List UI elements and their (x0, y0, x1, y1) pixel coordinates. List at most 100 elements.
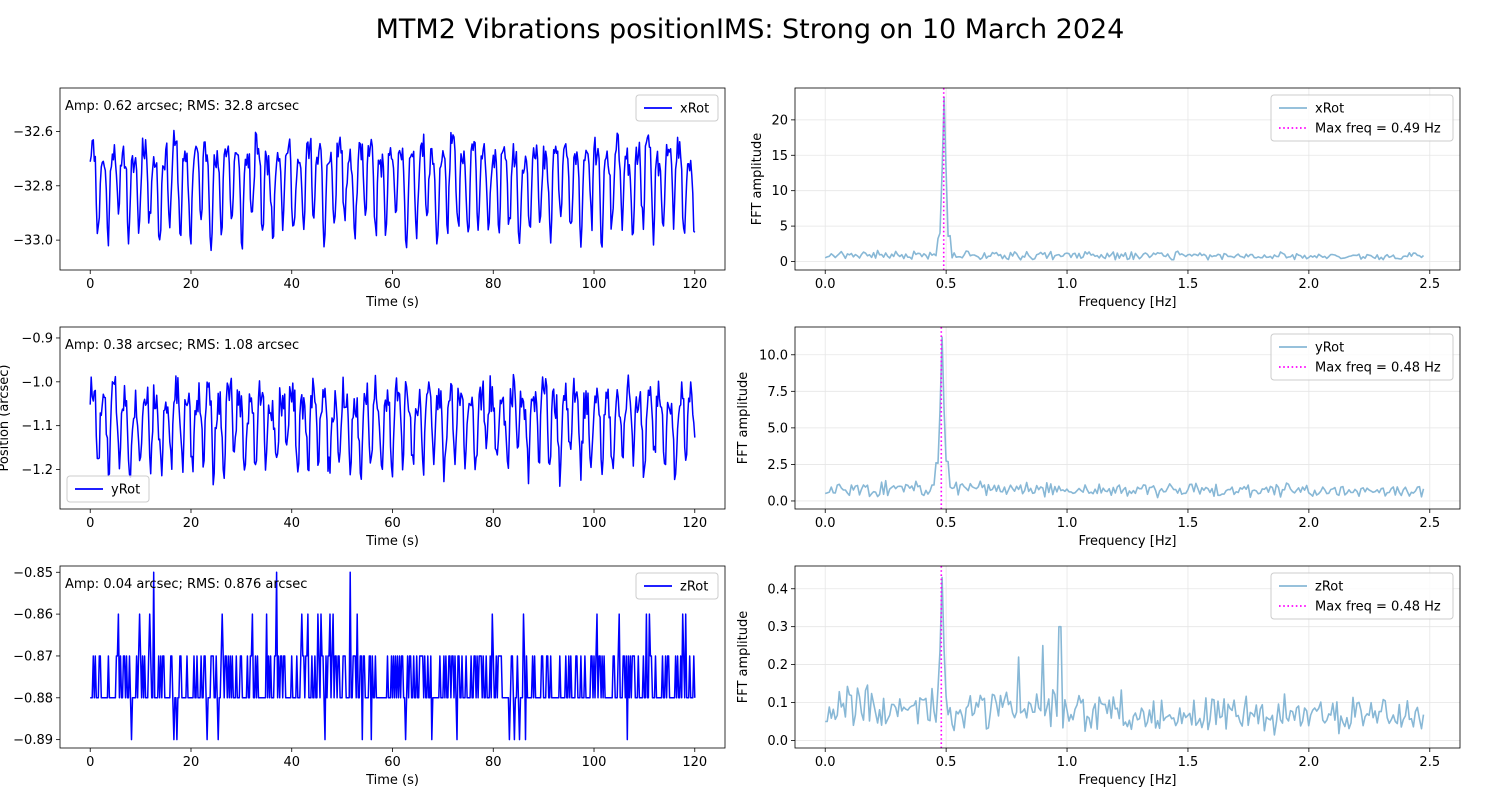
x-tick-label: 2.5 (1419, 516, 1440, 531)
x-tick-label: 120 (682, 755, 707, 770)
yrot-time-panel: 0 20 40 60 80 100 120 −1.2 −1.1 −1.0 −0.9 Time (s) P… (0, 326, 726, 549)
x-tick-label: 0 (86, 277, 94, 292)
zrot-time-series-line (90, 571, 696, 741)
y-tick-label: −0.9 (21, 331, 53, 346)
y-tick-label: 0.0 (767, 734, 788, 749)
xrot-fft-legend: xRot Max freq = 0.49 Hz (1270, 94, 1454, 142)
x-tick-label: 120 (682, 277, 707, 292)
y-tick-label: 10.0 (759, 348, 788, 363)
x-tick-label: 2.0 (1299, 516, 1320, 531)
yrot-fft-legend: yRot Max freq = 0.48 Hz (1270, 333, 1454, 381)
legend-entry-label: xRot (680, 102, 709, 117)
y-tick-label: 15 (771, 149, 788, 164)
y-tick-label: 0 (780, 255, 788, 270)
legend-entry-label: zRot (1315, 580, 1343, 595)
xrot-time-legend: xRot (635, 94, 719, 122)
x-tick-label: 100 (582, 277, 607, 292)
xrot-time-panel: 0 20 40 60 80 100 120 −33.0 −32.8 −32.6 Time (s) Am… (13, 87, 726, 310)
y-tick-label: −0.85 (13, 566, 53, 581)
x-tick-label: 1.0 (1057, 755, 1078, 770)
figure-title: MTM2 Vibrations positionIMS: Strong on 1… (376, 14, 1125, 45)
legend-entry-label: Max freq = 0.48 Hz (1315, 361, 1441, 376)
yrot-fft-panel: 0.0 0.5 1.0 1.5 2.0 2.5 0.0 2.5 5.0 7.5 10.0 Freque… (736, 326, 1461, 549)
x-tick-label: 0 (86, 516, 94, 531)
y-tick-label: −1.2 (21, 463, 53, 478)
x-tick-label: 40 (283, 755, 300, 770)
yrot-time-x-axis-label: Time (s) (365, 534, 419, 549)
y-tick-label: 0.3 (767, 620, 788, 635)
zrot-fft-axes-frame (794, 565, 1461, 749)
x-tick-label: 100 (582, 516, 607, 531)
x-tick-label: 100 (582, 755, 607, 770)
legend-entry-label: Max freq = 0.49 Hz (1315, 122, 1441, 137)
y-tick-label: 10 (771, 184, 788, 199)
yrot-time-y-axis-label: Position (arcsec) (0, 365, 12, 472)
xrot-time-amp-rms-annotation: Amp: 0.62 arcsec; RMS: 32.8 arcsec (65, 99, 299, 114)
y-tick-label: −0.86 (13, 608, 53, 623)
y-tick-label: −1.0 (21, 375, 53, 390)
x-tick-label: 0.5 (936, 277, 957, 292)
x-tick-label: 2.5 (1419, 277, 1440, 292)
y-tick-label: 0.1 (767, 696, 788, 711)
yrot-fft-series-line (824, 336, 1425, 499)
zrot-fft-series-line (825, 576, 1425, 736)
x-tick-label: 40 (283, 516, 300, 531)
x-tick-label: 1.5 (1178, 277, 1199, 292)
y-tick-label: −1.1 (21, 419, 53, 434)
yrot-time-series-line (89, 373, 696, 487)
y-tick-label: 20 (771, 113, 788, 128)
zrot-time-panel: 0 20 40 60 80 100 120 −0.89 −0.88 −0.87 −0.86 −0.85… (13, 565, 726, 788)
y-tick-label: −0.89 (13, 733, 53, 748)
x-tick-label: 20 (183, 516, 200, 531)
yrot-fft-axes-frame (794, 326, 1461, 510)
x-tick-label: 2.5 (1419, 755, 1440, 770)
x-tick-label: 0.0 (815, 277, 836, 292)
y-tick-label: 0.2 (767, 658, 788, 673)
legend-entry-label: xRot (1315, 102, 1344, 117)
legend-entry-label: yRot (111, 483, 140, 498)
y-tick-label: 5 (780, 220, 788, 235)
x-tick-label: 60 (384, 516, 401, 531)
x-tick-label: 0.5 (936, 516, 957, 531)
y-tick-label: 5.0 (767, 421, 788, 436)
x-tick-label: 120 (682, 516, 707, 531)
x-tick-label: 1.5 (1178, 755, 1199, 770)
y-tick-label: −0.87 (13, 649, 53, 664)
y-tick-label: 2.5 (767, 458, 788, 473)
y-tick-label: 0.0 (767, 494, 788, 509)
y-tick-label: 7.5 (767, 385, 788, 400)
x-tick-label: 0.5 (936, 755, 957, 770)
x-tick-label: 2.0 (1299, 277, 1320, 292)
yrot-fft-x-axis-label: Frequency [Hz] (1078, 534, 1176, 549)
x-tick-label: 0.0 (815, 516, 836, 531)
xrot-fft-axes-frame (794, 87, 1461, 271)
x-tick-label: 80 (485, 277, 502, 292)
x-tick-label: 1.5 (1178, 516, 1199, 531)
yrot-time-amp-rms-annotation: Amp: 0.38 arcsec; RMS: 1.08 arcsec (65, 338, 299, 353)
yrot-time-legend: yRot (66, 475, 150, 503)
y-tick-label: −32.6 (13, 125, 53, 140)
x-tick-label: 1.0 (1057, 277, 1078, 292)
x-tick-label: 20 (183, 755, 200, 770)
y-tick-label: −32.8 (13, 179, 53, 194)
zrot-fft-y-axis-label: FFT amplitude (736, 611, 751, 704)
xrot-fft-y-axis-label: FFT amplitude (750, 133, 765, 226)
xrot-time-series-line (89, 129, 696, 252)
x-tick-label: 2.0 (1299, 755, 1320, 770)
x-tick-label: 60 (384, 277, 401, 292)
x-tick-label: 1.0 (1057, 516, 1078, 531)
legend-entry-label: zRot (680, 580, 708, 595)
x-tick-label: 0.0 (815, 755, 836, 770)
x-tick-label: 80 (485, 516, 502, 531)
zrot-fft-panel: 0.0 0.5 1.0 1.5 2.0 2.5 0.0 0.1 0.2 0.3 0.4 Frequen… (736, 565, 1461, 788)
zrot-fft-x-axis-label: Frequency [Hz] (1078, 773, 1176, 788)
xrot-time-x-axis-label: Time (s) (365, 295, 419, 310)
x-tick-label: 0 (86, 755, 94, 770)
y-tick-label: −33.0 (13, 234, 53, 249)
x-tick-label: 40 (283, 277, 300, 292)
legend-entry-label: Max freq = 0.48 Hz (1315, 600, 1441, 615)
zrot-fft-legend: zRot Max freq = 0.48 Hz (1270, 572, 1454, 620)
zrot-time-legend: zRot (635, 572, 719, 600)
